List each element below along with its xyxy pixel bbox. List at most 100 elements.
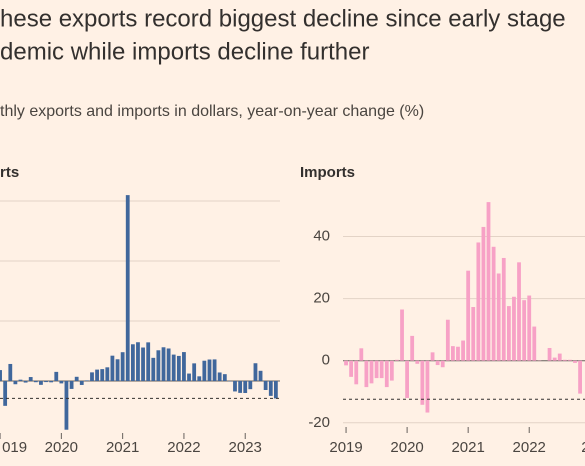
bar — [349, 360, 354, 377]
bar — [547, 347, 552, 361]
bar — [425, 360, 430, 413]
bar — [481, 226, 486, 361]
bar — [3, 381, 8, 406]
bar — [562, 359, 567, 361]
bar — [8, 363, 13, 381]
bar — [440, 360, 445, 368]
bar — [69, 381, 74, 389]
bar — [85, 380, 89, 381]
bar — [13, 381, 18, 385]
bar — [166, 348, 171, 381]
bar — [115, 359, 120, 381]
bar — [369, 360, 374, 384]
bar — [354, 360, 359, 385]
bar — [450, 346, 455, 361]
bar — [379, 360, 384, 379]
bar — [141, 347, 145, 381]
bar — [512, 296, 516, 361]
y-tick-label: 40 — [313, 228, 330, 245]
bar — [151, 357, 156, 381]
y-tick-label: 20 — [313, 290, 330, 307]
bar — [197, 376, 202, 381]
bar — [400, 309, 404, 361]
bar — [410, 335, 415, 361]
bar — [156, 350, 161, 381]
bar — [476, 242, 481, 361]
bar — [100, 369, 105, 381]
bar — [359, 348, 364, 361]
bar — [79, 381, 84, 385]
x-tick-label: 2021 — [106, 439, 139, 456]
bar — [54, 371, 59, 381]
bar — [233, 381, 237, 392]
bar — [238, 381, 243, 393]
title-line: demic while imports decline further — [0, 38, 369, 65]
x-tick-label: 2020 — [390, 439, 423, 456]
bar — [506, 306, 511, 361]
x-tick-label: 20 — [581, 439, 585, 456]
subtitle: thly exports and imports in dollars, yea… — [0, 103, 424, 120]
bar — [578, 360, 582, 394]
bar — [207, 359, 212, 381]
bar — [146, 342, 151, 381]
bar — [171, 354, 176, 381]
bar — [456, 346, 460, 361]
x-tick-label: 2022 — [513, 439, 546, 456]
bar — [501, 257, 506, 361]
bar — [161, 347, 166, 381]
x-tick-label: 2023 — [229, 439, 262, 456]
bar — [486, 202, 491, 361]
bar — [573, 360, 577, 363]
bar — [248, 381, 253, 390]
bar — [445, 319, 450, 361]
bar — [258, 370, 263, 381]
x-tick-label: 2022 — [167, 439, 200, 456]
bar — [243, 381, 248, 393]
bar — [182, 352, 186, 381]
x-tick-label: 2020 — [45, 439, 78, 456]
bar — [39, 381, 43, 385]
bar — [364, 360, 369, 388]
bar — [28, 377, 33, 381]
title-line: hese exports record biggest decline sinc… — [0, 5, 566, 32]
bar — [212, 359, 217, 381]
bar — [552, 357, 557, 361]
bar — [192, 363, 197, 381]
bar — [268, 381, 273, 396]
bar — [18, 379, 23, 381]
bar — [405, 360, 410, 398]
bar — [532, 326, 537, 361]
bar — [384, 360, 389, 388]
bar — [466, 270, 471, 361]
bar — [522, 300, 527, 361]
bar — [23, 381, 28, 383]
bar — [517, 262, 521, 361]
bar — [273, 381, 278, 399]
bar — [120, 352, 125, 381]
bar — [491, 246, 496, 361]
bar — [74, 376, 79, 381]
bar — [176, 355, 181, 381]
bar — [95, 369, 99, 381]
bar — [415, 360, 420, 364]
bar — [527, 295, 532, 361]
bar — [420, 360, 425, 405]
x-tick-label: 019 — [2, 439, 27, 456]
bar — [389, 360, 394, 381]
x-tick-label: 2019 — [329, 439, 362, 456]
bar — [222, 374, 227, 381]
bar — [263, 381, 268, 390]
y-tick-label: 0 — [322, 352, 330, 369]
bar — [461, 340, 465, 361]
bar — [253, 363, 258, 381]
bar — [136, 342, 140, 381]
bar — [217, 372, 222, 381]
bar — [374, 360, 379, 379]
bar — [568, 359, 572, 361]
bar — [110, 355, 115, 381]
bar — [395, 359, 399, 361]
bar — [496, 273, 501, 361]
bar — [64, 381, 69, 430]
bar — [430, 352, 435, 361]
